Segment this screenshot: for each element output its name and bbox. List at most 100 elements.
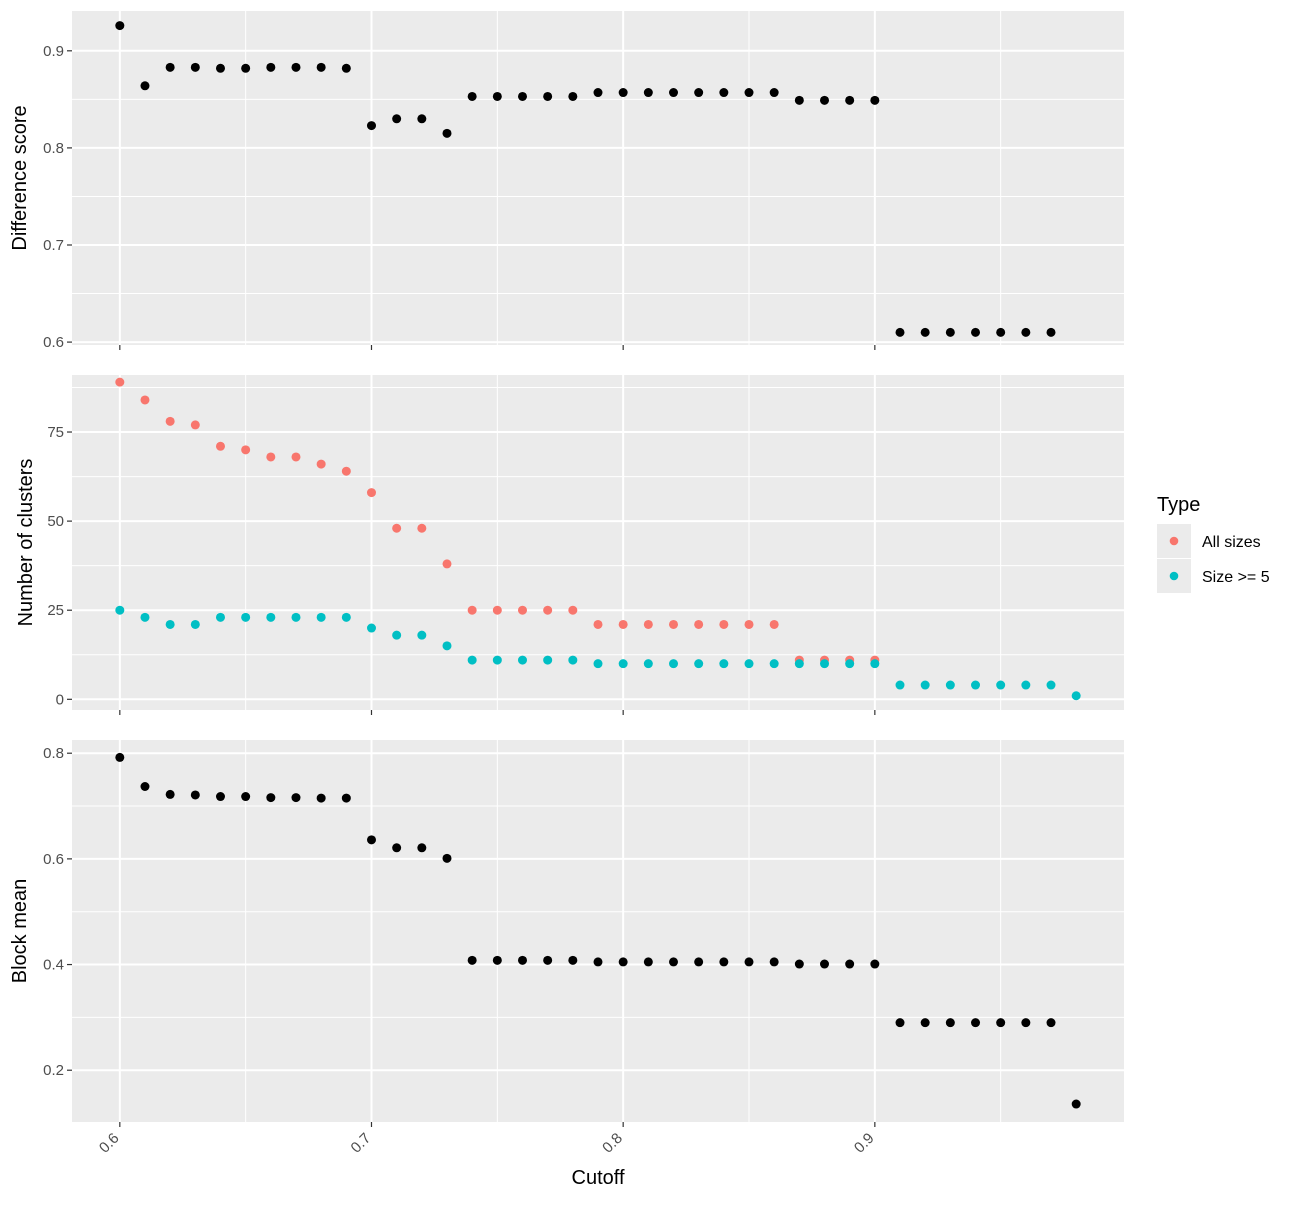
data-point bbox=[568, 91, 578, 101]
x-tick-label: 0.8 bbox=[599, 1130, 626, 1157]
data-point bbox=[996, 680, 1006, 690]
data-point bbox=[643, 659, 653, 669]
y-tick-label: 0.6 bbox=[43, 334, 64, 351]
data-point bbox=[719, 659, 729, 669]
data-point bbox=[971, 327, 981, 337]
data-point bbox=[215, 63, 225, 73]
legend-key-all-sizes bbox=[1169, 536, 1179, 546]
data-point bbox=[820, 95, 830, 105]
data-point bbox=[190, 790, 200, 800]
data-point bbox=[417, 843, 427, 853]
data-point bbox=[719, 88, 729, 98]
data-point bbox=[417, 114, 427, 124]
data-point bbox=[115, 377, 125, 387]
data-point bbox=[492, 955, 502, 965]
panel-3: 0.2 0.4 0.6 0.8 Block mean bbox=[9, 740, 1124, 1127]
data-point bbox=[769, 659, 779, 669]
data-point bbox=[492, 605, 502, 615]
data-point bbox=[392, 630, 402, 640]
data-point bbox=[895, 680, 905, 690]
data-point bbox=[996, 327, 1006, 337]
data-point bbox=[669, 619, 679, 629]
data-point bbox=[845, 95, 855, 105]
data-point bbox=[669, 957, 679, 967]
data-point bbox=[1046, 327, 1056, 337]
panel-2: 0 25 50 75 Number of clusters bbox=[15, 375, 1124, 715]
data-point bbox=[266, 612, 276, 622]
y-tick-label: 50 bbox=[47, 513, 64, 530]
data-point bbox=[341, 63, 351, 73]
y-tick-label: 0 bbox=[56, 691, 64, 708]
y-tick-label: 75 bbox=[47, 424, 64, 441]
data-point bbox=[744, 88, 754, 98]
data-point bbox=[190, 62, 200, 72]
data-point bbox=[618, 619, 628, 629]
series-1 bbox=[115, 377, 880, 665]
data-point bbox=[392, 523, 402, 533]
data-point bbox=[895, 327, 905, 337]
data-point bbox=[266, 62, 276, 72]
data-point bbox=[467, 955, 477, 965]
y-tick-label: 0.9 bbox=[43, 43, 64, 60]
panel-background bbox=[72, 740, 1124, 1122]
data-point bbox=[744, 957, 754, 967]
data-point bbox=[266, 793, 276, 803]
data-point bbox=[845, 959, 855, 969]
series-1 bbox=[115, 21, 1056, 337]
data-point bbox=[291, 612, 301, 622]
x-axis-title: Cutoff bbox=[572, 1167, 625, 1189]
data-point bbox=[820, 959, 830, 969]
data-point bbox=[744, 619, 754, 629]
data-point bbox=[291, 452, 301, 462]
data-point bbox=[669, 659, 679, 669]
data-point bbox=[492, 655, 502, 665]
legend-label-all-sizes: All sizes bbox=[1202, 534, 1261, 551]
series-1 bbox=[115, 752, 1081, 1109]
y-tick-label: 0.2 bbox=[43, 1062, 64, 1079]
data-point bbox=[467, 91, 477, 101]
data-point bbox=[215, 441, 225, 451]
data-point bbox=[643, 619, 653, 629]
data-point bbox=[945, 680, 955, 690]
data-point bbox=[971, 680, 981, 690]
x-axis: 0.6 0.7 0.8 0.9 bbox=[96, 1130, 878, 1157]
data-point bbox=[945, 1018, 955, 1028]
x-tick-label: 0.6 bbox=[96, 1130, 123, 1157]
data-point bbox=[694, 659, 704, 669]
x-tick-label: 0.7 bbox=[348, 1130, 375, 1157]
data-point bbox=[971, 1018, 981, 1028]
data-point bbox=[1046, 680, 1056, 690]
data-point bbox=[593, 957, 603, 967]
panel-1: 0.6 0.7 0.8 0.9 Difference score bbox=[9, 11, 1124, 351]
y-tick-label: 0.8 bbox=[43, 745, 64, 762]
data-point bbox=[618, 659, 628, 669]
data-point bbox=[291, 62, 301, 72]
data-point bbox=[744, 659, 754, 669]
data-point bbox=[215, 792, 225, 802]
y-axis-title: Difference score bbox=[9, 105, 31, 250]
data-point bbox=[366, 121, 376, 131]
y-tick-label: 0.6 bbox=[43, 851, 64, 868]
data-point bbox=[140, 81, 150, 91]
data-point bbox=[593, 619, 603, 629]
data-point bbox=[467, 605, 477, 615]
y-axis-title: Block mean bbox=[9, 879, 31, 984]
data-point bbox=[769, 619, 779, 629]
y-axis-title: Number of clusters bbox=[15, 459, 37, 627]
y-tick-label: 0.4 bbox=[43, 957, 64, 974]
data-point bbox=[492, 91, 502, 101]
data-point bbox=[568, 655, 578, 665]
data-point bbox=[669, 88, 679, 98]
data-point bbox=[291, 793, 301, 803]
data-point bbox=[115, 21, 125, 31]
data-point bbox=[920, 1018, 930, 1028]
data-point bbox=[794, 95, 804, 105]
data-point bbox=[190, 420, 200, 430]
data-point bbox=[241, 792, 251, 802]
data-point bbox=[568, 955, 578, 965]
data-point bbox=[517, 91, 527, 101]
data-point bbox=[442, 641, 452, 651]
data-point bbox=[517, 605, 527, 615]
data-point bbox=[316, 459, 326, 469]
data-point bbox=[618, 957, 628, 967]
